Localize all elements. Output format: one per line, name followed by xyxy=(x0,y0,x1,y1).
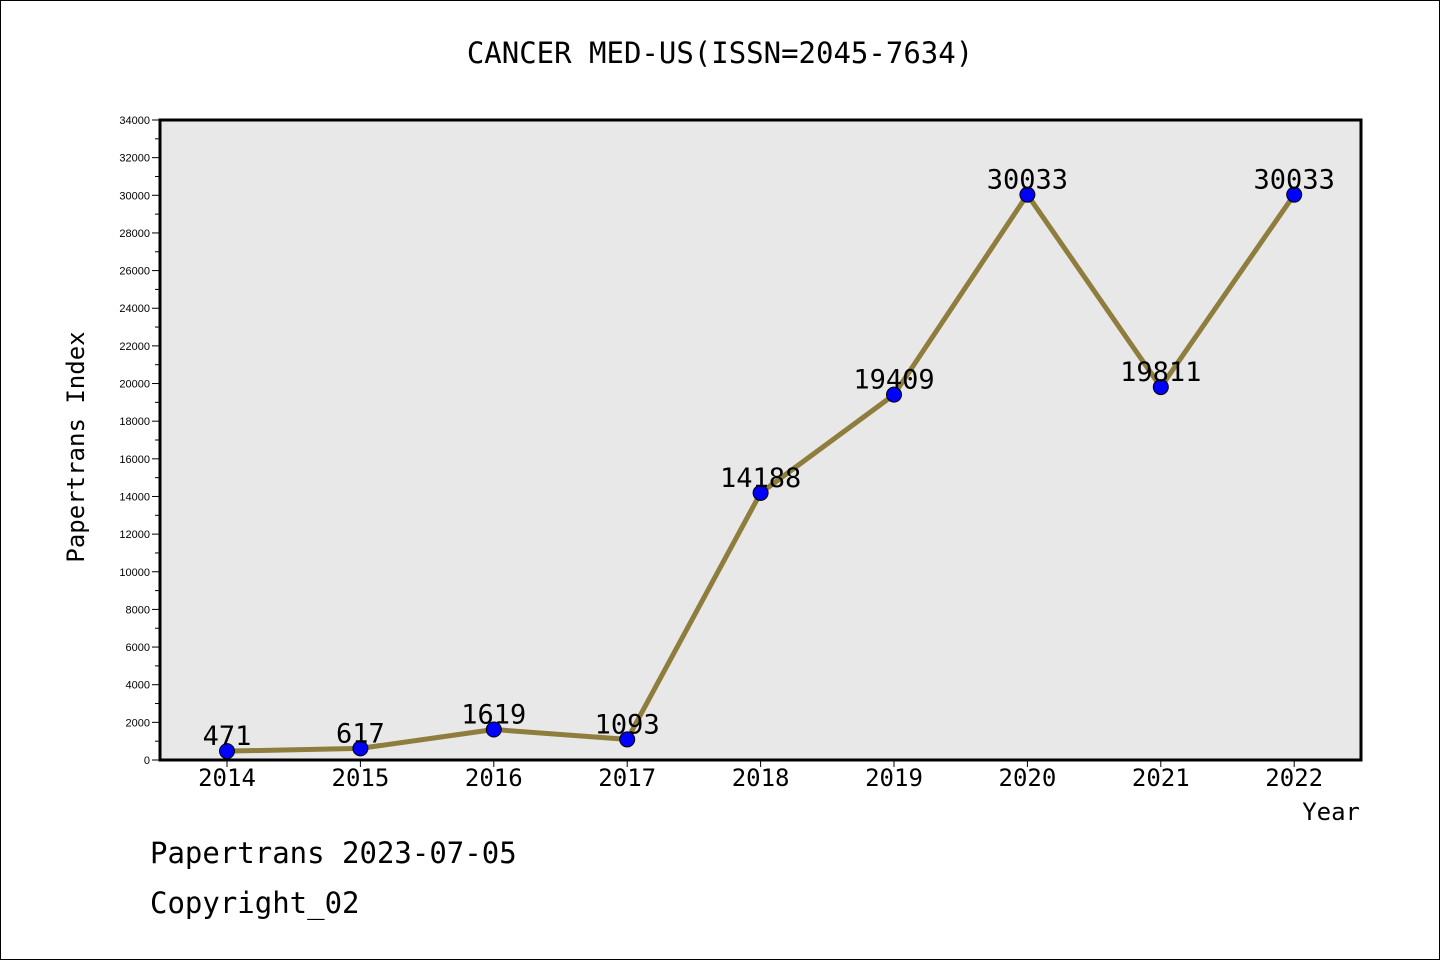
data-label: 1619 xyxy=(461,700,526,731)
data-point xyxy=(752,484,769,501)
data-point xyxy=(219,743,235,760)
y-tick-label: 4000 xyxy=(126,680,150,692)
x-tick-label: 2014 xyxy=(198,764,256,792)
data-point xyxy=(1152,379,1169,396)
data-point xyxy=(1019,186,1036,203)
data-label: 19811 xyxy=(1120,357,1201,388)
x-tick-label: 2021 xyxy=(1132,764,1190,792)
data-label: 30033 xyxy=(987,165,1068,196)
x-tick-label: 2020 xyxy=(999,764,1057,792)
plot-area xyxy=(158,118,1363,762)
y-tick-label: 26000 xyxy=(119,266,150,278)
y-tick-label: 16000 xyxy=(119,454,150,466)
data-label: 617 xyxy=(336,718,385,749)
x-tick-label: 2022 xyxy=(1265,764,1323,792)
y-tick-label: 32000 xyxy=(119,153,150,165)
y-axis: 0 2000 4000 6000 8000 10000 12000 14000 16000 180… xyxy=(119,115,160,767)
data-label: 14188 xyxy=(720,463,801,494)
data-point xyxy=(352,740,369,757)
data-label-group: 471 617 1619 1093 14188 19409 30033 19811 30033 xyxy=(203,165,1335,752)
y-tick-label: 28000 xyxy=(119,228,150,240)
y-tick-label: 24000 xyxy=(119,303,150,315)
data-point xyxy=(485,721,502,738)
data-label: 19409 xyxy=(853,365,934,396)
x-axis: 2014 2015 2016 2017 2018 2019 2020 2021 2022 xyxy=(198,760,1323,792)
y-axis-label: Papertrans Index xyxy=(62,331,90,562)
y-tick-label: 14000 xyxy=(119,491,150,503)
y-tick-label: 8000 xyxy=(126,604,150,616)
x-tick-label: 2019 xyxy=(865,764,923,792)
x-tick-label: 2015 xyxy=(332,764,390,792)
y-tick-label: 6000 xyxy=(126,642,150,654)
y-tick-label: 12000 xyxy=(119,529,150,541)
data-label: 30033 xyxy=(1254,165,1335,196)
data-point xyxy=(1286,186,1303,203)
data-label: 471 xyxy=(203,721,252,752)
y-tick-label: 0 xyxy=(144,755,150,767)
x-tick-label: 2016 xyxy=(465,764,523,792)
y-tick-label: 20000 xyxy=(119,379,150,391)
y-tick-label: 30000 xyxy=(119,190,150,202)
data-point xyxy=(619,731,636,748)
y-tick-label: 34000 xyxy=(119,115,150,127)
footer-date: Papertrans 2023-07-05 xyxy=(150,836,517,870)
data-point xyxy=(886,386,902,403)
footer-copyright: Copyright_02 xyxy=(150,886,360,920)
x-tick-label: 2017 xyxy=(598,764,656,792)
marker-group xyxy=(219,186,1303,760)
x-tick-label: 2018 xyxy=(732,764,790,792)
data-label: 1093 xyxy=(595,709,660,740)
y-tick-label: 18000 xyxy=(119,416,150,428)
x-axis-label: Year xyxy=(1302,798,1360,826)
y-tick-label: 10000 xyxy=(119,567,150,579)
y-tick-label: 2000 xyxy=(126,717,150,729)
y-tick-label: 22000 xyxy=(119,341,150,353)
chart-title: CANCER MED-US(ISSN=2045-7634) xyxy=(466,36,974,70)
